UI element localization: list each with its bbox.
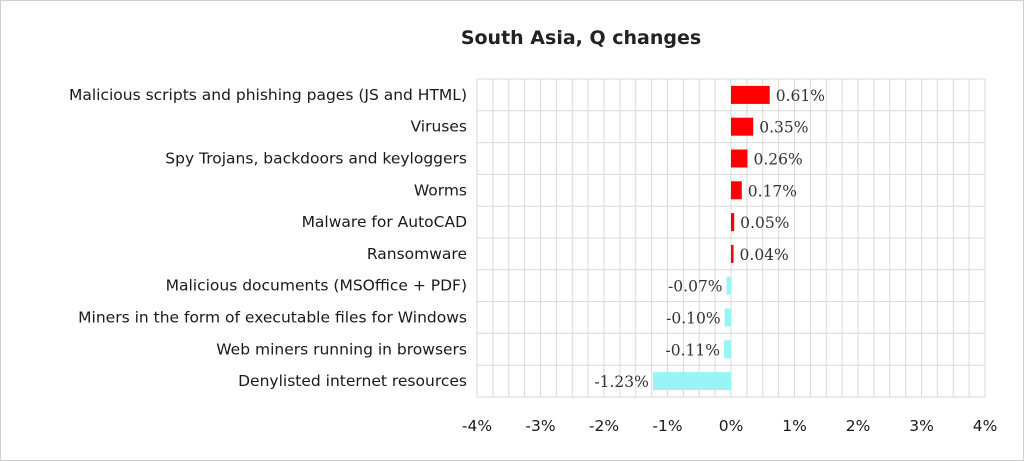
category-label: Malware for AutoCAD [302, 213, 468, 231]
data-label: -0.07% [668, 278, 722, 296]
x-axis-ticks: -4% -3% -2% -1% 0% 1% 2% 3% 4% [462, 417, 997, 435]
x-tick-label: 0% [719, 417, 744, 435]
data-label: 0.17% [748, 182, 797, 200]
bar [731, 149, 748, 168]
category-label: Miners in the form of executable files f… [78, 309, 467, 327]
bar [731, 181, 742, 200]
category-label: Viruses [411, 118, 467, 136]
category-label: Worms [414, 181, 467, 199]
x-tick-label: -1% [652, 417, 682, 435]
grid [476, 78, 986, 398]
bar [652, 372, 731, 391]
bar [731, 213, 735, 232]
bar [731, 117, 754, 136]
x-tick-label: 3% [909, 417, 934, 435]
category-label: Spy Trojans, backdoors and keyloggers [165, 150, 467, 168]
category-label: Web miners running in browsers [216, 340, 467, 358]
bar [731, 244, 734, 263]
data-label: 0.35% [759, 119, 808, 137]
category-label: Denylisted internet resources [238, 372, 467, 390]
x-tick-label: 2% [846, 417, 871, 435]
category-label: Malicious documents (MSOffice + PDF) [166, 277, 467, 295]
category-label: Malicious scripts and phishing pages (JS… [69, 86, 467, 104]
category-label: Ransomware [367, 245, 467, 263]
bar [726, 276, 731, 295]
bar [731, 85, 770, 104]
x-tick-label: 4% [973, 417, 998, 435]
data-label: 0.05% [740, 214, 789, 232]
bar [724, 340, 731, 359]
x-tick-label: 1% [782, 417, 807, 435]
data-labels: 0.61% 0.35% 0.26% 0.17% 0.05% 0.04% -0.07% -0.1… [594, 87, 825, 391]
category-labels: Malicious scripts and phishing pages (JS… [69, 86, 467, 390]
bars [652, 85, 770, 391]
data-label: -0.10% [666, 310, 720, 328]
bar [724, 308, 731, 327]
data-label: -1.23% [594, 373, 648, 391]
data-label: 0.04% [740, 246, 789, 264]
data-label: 0.61% [776, 87, 825, 105]
x-tick-label: -4% [462, 417, 492, 435]
data-label: 0.26% [754, 151, 803, 169]
data-label: -0.11% [666, 341, 720, 359]
chart-title: South Asia, Q changes [461, 27, 701, 49]
x-tick-label: -3% [525, 417, 555, 435]
x-tick-label: -2% [589, 417, 619, 435]
